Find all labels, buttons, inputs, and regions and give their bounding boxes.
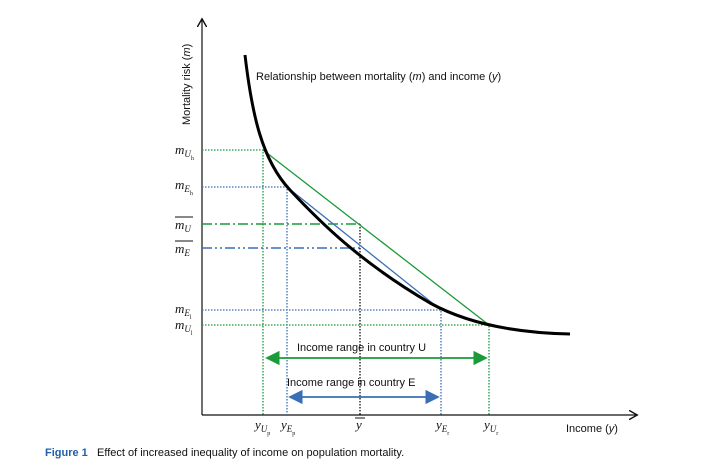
mortality-curve [243,54,571,336]
caption-text: Effect of increased inequality of income… [97,447,404,459]
range-label: Income range in country U [297,342,426,354]
y-labels: mUh mEh mU mE mEl mUl [175,142,194,337]
y-label: mUl [175,317,193,337]
x-label: yEr [434,417,449,437]
x-label: yUp [253,417,270,437]
curve-label: Relationship between mortality (m) and i… [256,71,501,83]
guides [202,149,490,415]
y-axis-label: Mortality risk (m) [181,44,193,125]
y-label: mEh [175,177,193,197]
x-label: yEp [279,417,295,437]
x-labels: yUp yEp y yEr yUr [253,417,498,437]
y-label: mE [175,241,190,258]
x-label: yUr [482,417,498,437]
caption-label: Figure 1 [45,447,88,459]
y-label: mEl [175,301,192,321]
x-axis-label: Income (y) [566,423,618,435]
range-label: Income range in country E [287,377,415,389]
x-label: y [354,417,362,432]
y-label: mUh [175,142,194,162]
y-label: mU [175,217,191,234]
